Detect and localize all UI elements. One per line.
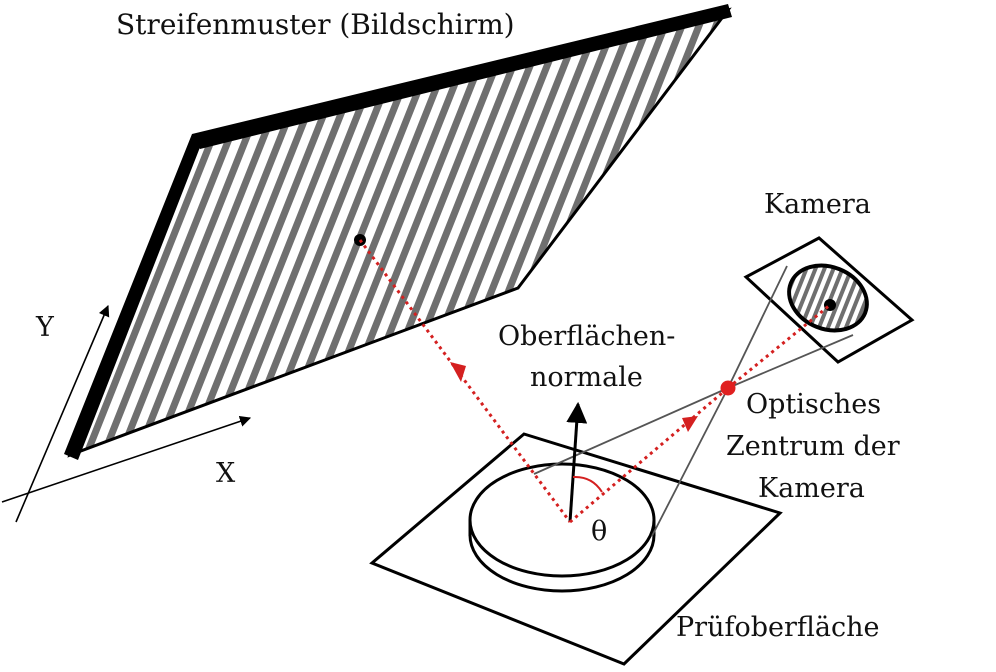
- light-rays: [358, 239, 831, 524]
- optical-center-label-line2: Zentrum der: [726, 431, 900, 462]
- camera-field-of-view: [533, 265, 854, 537]
- y-axis-label: Y: [35, 312, 55, 343]
- angle-label: θ: [591, 516, 607, 547]
- optical-center-label-line3: Kamera: [758, 473, 865, 504]
- x-axis: [1, 415, 252, 503]
- test-surface-label: Prüfoberfläche: [676, 612, 879, 643]
- surface-normal: θ: [566, 401, 607, 547]
- coordinate-axes: Y X: [1, 304, 252, 523]
- screen-thick-top-edge: [192, 4, 732, 149]
- camera-lens: [787, 263, 869, 333]
- reflected-ray-arrowhead: [682, 416, 698, 432]
- y-axis: [15, 304, 110, 523]
- screen-label: Streifenmuster (Bildschirm): [116, 8, 515, 41]
- test-surface: [369, 432, 783, 666]
- screen-stripe: [70, 10, 124, 455]
- camera-label: Kamera: [764, 189, 871, 220]
- angle-arc: [572, 475, 603, 493]
- x-axis-label: X: [216, 458, 236, 489]
- sample-disk-top: [468, 462, 656, 578]
- camera-ray: [727, 303, 831, 390]
- incident-ray: [358, 239, 572, 523]
- normal-arrow: [566, 401, 588, 523]
- camera: [729, 236, 915, 364]
- lens-stripe: [729, 250, 769, 350]
- incident-ray-arrowhead: [450, 362, 466, 382]
- optical-center-label-line1: Optisches: [746, 389, 881, 420]
- optical-center-point: [720, 380, 736, 396]
- normal-label-line2: normale: [530, 362, 643, 393]
- screen-thick-left-edge: [64, 134, 204, 460]
- normal-label-line1: Oberflächen-: [498, 321, 675, 352]
